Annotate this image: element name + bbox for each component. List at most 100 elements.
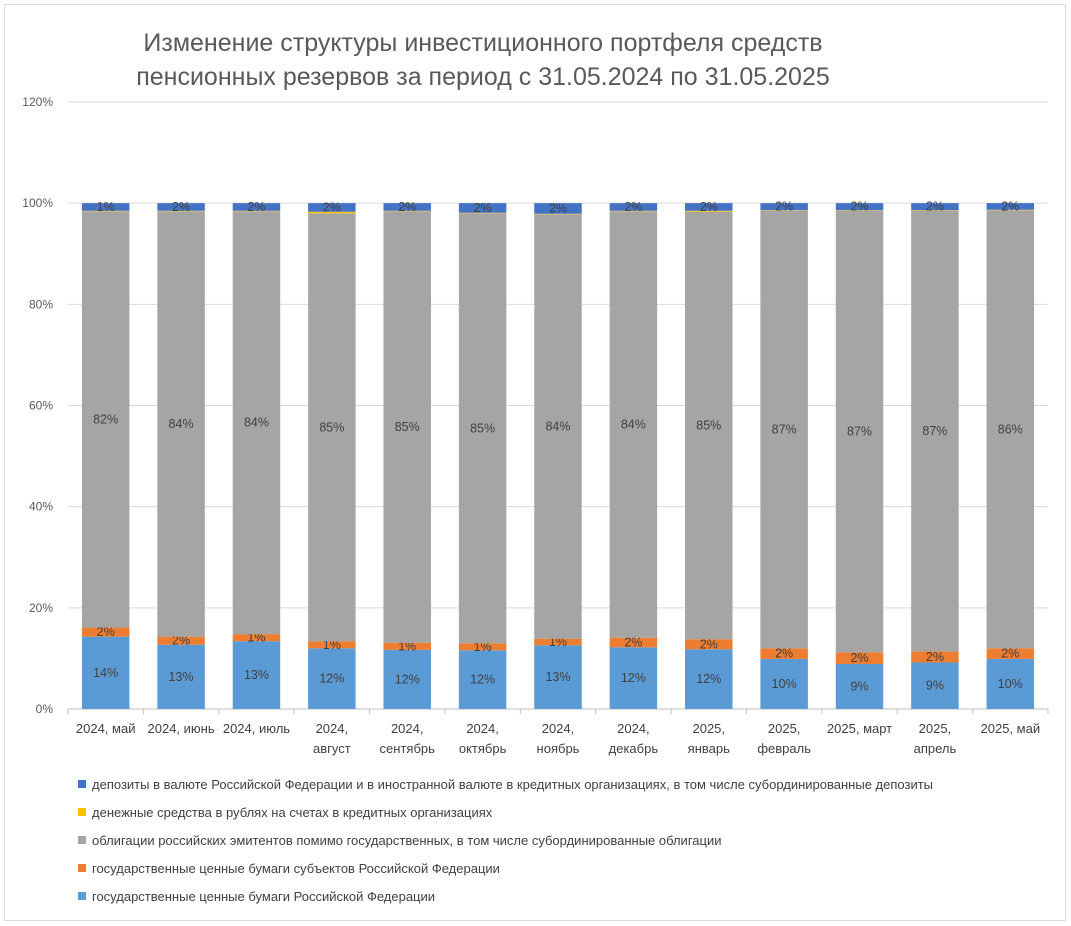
bar-segment (609, 203, 658, 211)
bar-segment (685, 649, 733, 709)
data-label: 1% (97, 200, 115, 214)
bar-segment (383, 211, 431, 643)
bar-segment (760, 203, 808, 211)
legend-swatch (78, 836, 86, 844)
data-label: 1% (247, 631, 265, 645)
x-tick-label: январь (688, 741, 730, 756)
x-tick-label: февраль (757, 741, 811, 756)
bar-segment (609, 211, 658, 638)
bar-segment (232, 203, 281, 211)
chart-legend: депозиты в валюте Российской Федерации и… (78, 770, 933, 910)
bar-segment (534, 645, 582, 709)
bar-segment (232, 641, 281, 709)
bar-segment (81, 210, 130, 212)
bar-segment (835, 663, 884, 709)
bar-segment (835, 203, 884, 211)
bar-segment (157, 203, 205, 211)
legend-label: государственные ценные бумаги Российской… (92, 888, 436, 904)
data-label: 1% (323, 638, 341, 652)
data-label: 10% (772, 677, 797, 691)
bar-segment (157, 636, 205, 645)
x-tick-label: апрель (914, 741, 957, 756)
bar-segment (760, 658, 808, 709)
bar-segment (760, 210, 808, 211)
data-label: 2% (1001, 647, 1019, 661)
legend-item: облигации российских эмитентов помимо го… (78, 826, 933, 854)
bar-segment (986, 658, 1035, 709)
x-tick-label: 2024, (316, 721, 349, 736)
bar-segment (81, 627, 130, 637)
legend-item: государственные ценные бумаги субъектов … (78, 854, 933, 882)
data-label: 85% (696, 418, 721, 432)
x-tick-label: ноябрь (537, 741, 580, 756)
bar-segment (308, 203, 356, 212)
bar-segment (534, 214, 582, 639)
x-tick-label: 2025, март (827, 721, 892, 736)
bar-segment (685, 210, 733, 212)
x-tick-label: 2025, май (981, 721, 1041, 736)
bar-segment (308, 213, 356, 642)
data-label: 2% (1001, 199, 1019, 213)
data-label: 12% (696, 672, 721, 686)
bar-segment (157, 211, 205, 637)
data-label: 86% (998, 422, 1023, 436)
data-label: 2% (850, 200, 868, 214)
x-tick-label: 2025, (692, 721, 725, 736)
bar-segment (911, 651, 959, 663)
x-tick-label: 2025, (768, 721, 801, 736)
x-tick-label: август (313, 741, 351, 756)
bar-segment (911, 203, 959, 211)
bar-segment (458, 213, 507, 644)
bar-segment (232, 634, 281, 642)
data-label: 1% (474, 640, 492, 654)
bar-segment (835, 210, 884, 653)
data-label: 13% (545, 670, 570, 684)
data-label: 85% (470, 421, 495, 435)
data-label: 1% (398, 639, 416, 653)
x-tick-label: сентябрь (380, 741, 436, 756)
data-label: 2% (850, 651, 868, 665)
bar-segment (308, 211, 356, 214)
data-label: 87% (847, 425, 872, 439)
x-tick-label: 2024, (466, 721, 499, 736)
bar-segment (232, 211, 281, 635)
bar-segment (534, 203, 582, 214)
y-tick-label: 80% (29, 297, 53, 311)
bar-segment (308, 641, 356, 649)
bar-segment (81, 636, 130, 709)
legend-item: государственные ценные бумаги Российской… (78, 882, 933, 910)
bar-segment (685, 203, 733, 211)
legend-swatch (78, 864, 86, 872)
bar-segment (383, 649, 431, 709)
legend-swatch (78, 808, 86, 816)
data-label: 2% (700, 637, 718, 651)
data-label: 2% (926, 650, 944, 664)
data-label: 9% (926, 679, 944, 693)
data-label: 2% (474, 201, 492, 215)
bar-segment (609, 647, 658, 709)
bar-segment (534, 638, 582, 646)
bar-segment (383, 642, 431, 650)
data-label: 85% (319, 420, 344, 434)
bar-segment (157, 644, 205, 709)
bar-segment (986, 210, 1035, 649)
data-label: 9% (850, 679, 868, 693)
bar-segment (911, 210, 959, 211)
bar-segment (685, 211, 733, 640)
bar-segment (760, 210, 808, 649)
data-label: 2% (97, 625, 115, 639)
data-label: 2% (775, 200, 793, 214)
x-tick-label: октябрь (459, 741, 507, 756)
data-label: 2% (624, 635, 642, 649)
legend-swatch (78, 780, 86, 788)
data-label: 2% (172, 200, 190, 214)
data-label: 13% (169, 670, 194, 684)
data-label: 14% (93, 666, 118, 680)
bar-segment (458, 203, 507, 213)
data-label: 84% (169, 417, 194, 431)
legend-label: денежные средства в рублях на счетах в к… (92, 804, 493, 820)
data-label: 2% (775, 647, 793, 661)
legend-label: государственные ценные бумаги субъектов … (92, 860, 500, 876)
bar-segment (986, 203, 1035, 210)
